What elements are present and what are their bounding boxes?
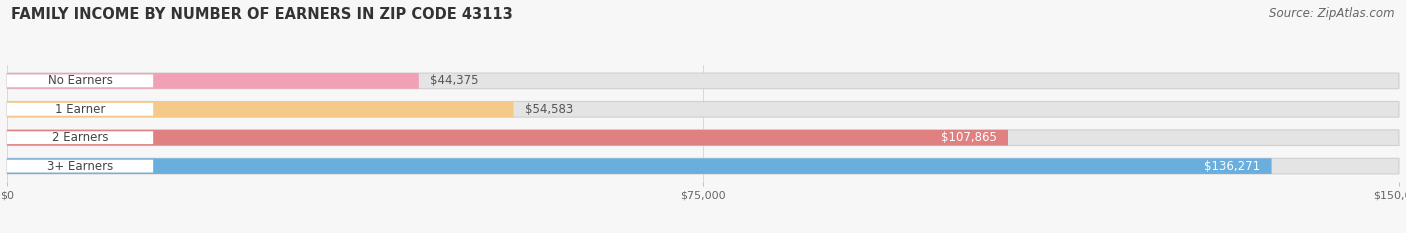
FancyBboxPatch shape [7,101,1399,117]
FancyBboxPatch shape [7,131,153,144]
Text: FAMILY INCOME BY NUMBER OF EARNERS IN ZIP CODE 43113: FAMILY INCOME BY NUMBER OF EARNERS IN ZI… [11,7,513,22]
Text: 1 Earner: 1 Earner [55,103,105,116]
Text: $44,375: $44,375 [430,74,478,87]
Text: 2 Earners: 2 Earners [52,131,108,144]
Text: No Earners: No Earners [48,74,112,87]
FancyBboxPatch shape [7,130,1399,146]
FancyBboxPatch shape [7,75,153,87]
FancyBboxPatch shape [7,101,513,117]
FancyBboxPatch shape [7,130,1008,146]
FancyBboxPatch shape [7,160,153,172]
Text: $54,583: $54,583 [524,103,572,116]
Text: 3+ Earners: 3+ Earners [46,160,114,173]
Text: $136,271: $136,271 [1205,160,1260,173]
FancyBboxPatch shape [7,73,1399,89]
FancyBboxPatch shape [7,158,1399,174]
Text: Source: ZipAtlas.com: Source: ZipAtlas.com [1270,7,1395,20]
FancyBboxPatch shape [7,158,1271,174]
FancyBboxPatch shape [7,73,419,89]
FancyBboxPatch shape [7,103,153,116]
Text: $107,865: $107,865 [941,131,997,144]
